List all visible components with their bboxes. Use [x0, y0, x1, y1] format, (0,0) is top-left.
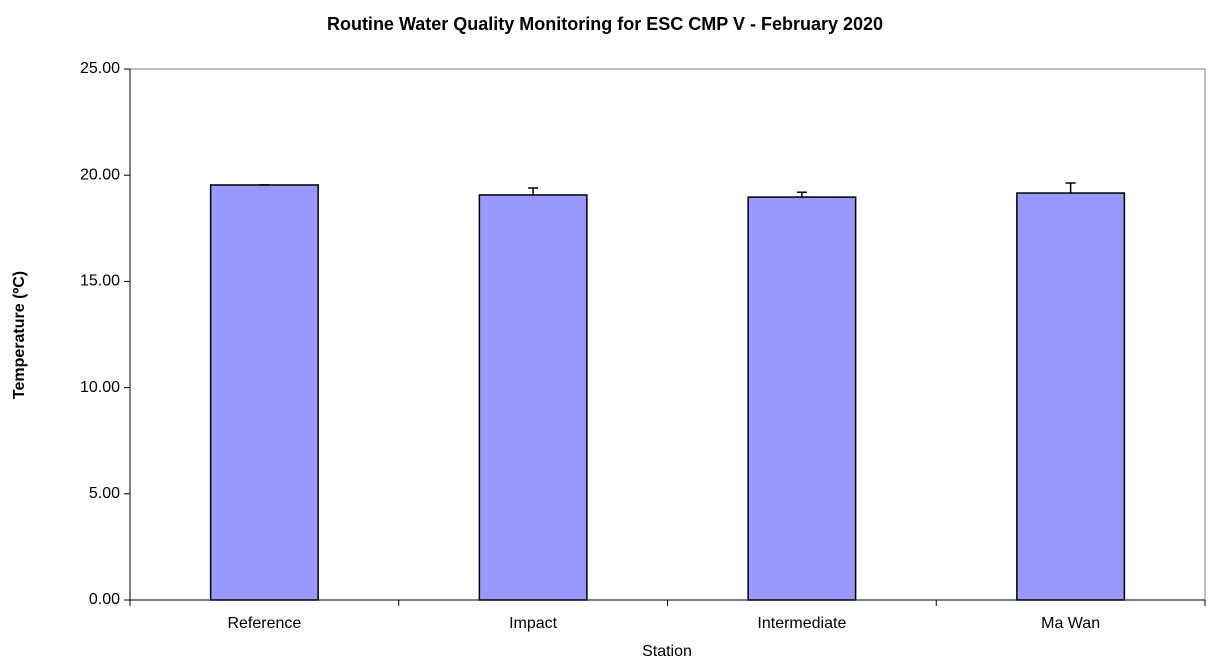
y-tick-label: 15.00	[80, 273, 120, 290]
bar	[1016, 192, 1126, 601]
bar	[209, 184, 319, 601]
x-tick-label: Intermediate	[757, 615, 846, 632]
x-tick-label: Ma Wan	[1041, 615, 1100, 632]
y-axis-label: Temperature (ºC)	[11, 271, 28, 399]
bar	[478, 194, 588, 601]
y-tick-label: 25.00	[80, 60, 120, 77]
error-bar	[528, 187, 539, 195]
chart-title: Routine Water Quality Monitoring for ESC…	[327, 14, 883, 34]
y-tick-label: 20.00	[80, 166, 120, 183]
error-bar	[1065, 182, 1076, 194]
bar	[747, 196, 857, 601]
y-tick-label: 10.00	[80, 379, 120, 396]
x-tick-label: Impact	[509, 615, 558, 632]
y-tick-label: 5.00	[89, 485, 120, 502]
x-tick-label: Reference	[227, 615, 301, 632]
y-tick-label: 0.00	[89, 591, 120, 608]
error-bar	[796, 191, 807, 198]
x-axis-label: Station	[642, 643, 692, 660]
